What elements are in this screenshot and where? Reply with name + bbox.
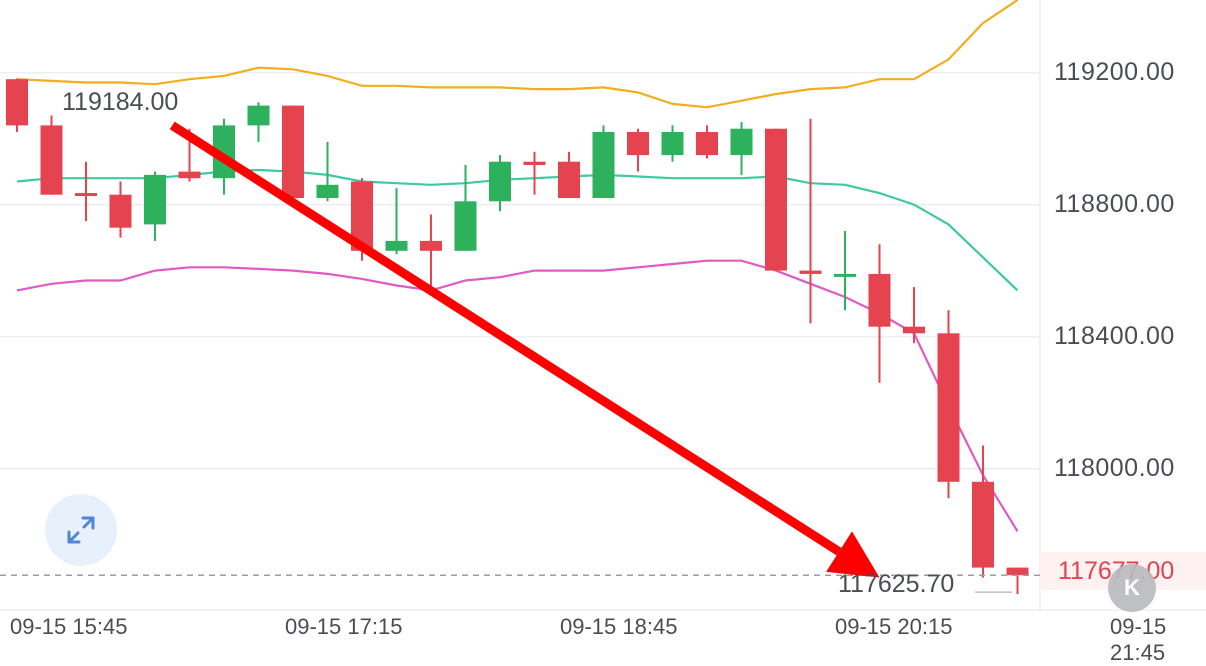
y-tick-label: 119200.00 <box>1054 57 1175 86</box>
candle-body <box>834 273 856 277</box>
candle-body <box>627 132 649 156</box>
expand-button[interactable] <box>45 494 117 566</box>
candle-body <box>489 161 511 202</box>
candle-up <box>730 122 753 175</box>
candle-down <box>40 115 63 195</box>
candle-body <box>1006 567 1029 576</box>
y-tick-label: 118800.00 <box>1054 189 1175 218</box>
candle-up <box>316 141 339 202</box>
lower-band-line <box>16 259 1019 532</box>
candle-down <box>109 181 132 238</box>
candle-up <box>247 102 270 142</box>
candle-body <box>40 125 63 195</box>
candle-down <box>765 128 787 271</box>
candle-body <box>661 132 684 156</box>
x-tick-label: 09-15 21:45 <box>1110 614 1167 665</box>
upper-band-line <box>16 0 1019 109</box>
candle-down <box>558 151 580 198</box>
candle-body <box>523 161 546 165</box>
candle-body <box>351 181 373 251</box>
candle-down <box>972 445 994 578</box>
candle-body <box>765 128 787 271</box>
trend-arrow <box>169 121 880 578</box>
candle-up <box>454 165 477 251</box>
candle-body <box>558 161 580 198</box>
candle-up <box>834 231 856 311</box>
candle-body <box>282 105 304 198</box>
candle-body <box>937 333 960 482</box>
grid-lines <box>0 71 1040 470</box>
candle-body <box>592 132 615 198</box>
candle-down <box>799 118 822 324</box>
candle-down <box>937 310 960 499</box>
candle-down <box>282 105 304 198</box>
x-tick-label: 09-15 20:15 <box>835 614 953 639</box>
candle-down <box>75 161 97 222</box>
candle-body <box>75 193 97 197</box>
candle-body <box>144 174 166 225</box>
candle-down <box>6 78 28 132</box>
candle-body <box>247 105 270 126</box>
candle-up <box>385 188 408 255</box>
candle-up <box>144 171 166 241</box>
y-tick-label: 118000.00 <box>1054 453 1175 482</box>
candle-down <box>523 151 546 195</box>
candle-body <box>903 326 925 334</box>
x-tick-label: 09-15 18:45 <box>560 614 678 639</box>
candle-body <box>109 194 132 228</box>
candle-body <box>420 240 442 251</box>
y-tick-label: 118400.00 <box>1054 321 1175 350</box>
candle-up <box>489 155 511 212</box>
candle-body <box>696 132 718 156</box>
candle-body <box>868 273 891 327</box>
candle-down <box>903 287 925 344</box>
x-tick-label: 09-15 15:45 <box>10 614 128 639</box>
bollinger-bands <box>16 0 1019 532</box>
candle-down <box>627 128 649 172</box>
arrow-shaft <box>169 121 842 556</box>
candle-body <box>799 270 822 274</box>
candle-body <box>178 171 201 179</box>
candle-up <box>661 125 684 162</box>
candle-body <box>972 481 994 568</box>
candle-down <box>1006 567 1029 594</box>
candlestick-chart <box>0 0 1206 611</box>
x-tick-label: 09-15 17:15 <box>285 614 403 639</box>
candle-body <box>316 184 339 198</box>
arrow-head <box>826 531 880 578</box>
expand-arrows-icon <box>67 516 95 544</box>
high-price-label: 119184.00 <box>62 88 179 116</box>
candle-down <box>696 125 718 159</box>
candle-body <box>6 79 28 126</box>
candle-down <box>420 214 442 288</box>
candle-up <box>592 125 615 198</box>
low-price-label: 117625.70 <box>838 570 955 598</box>
candle-body <box>730 128 753 156</box>
k-line-button[interactable]: K <box>1108 564 1156 612</box>
middle-band-line <box>16 168 1019 292</box>
candle-down <box>868 244 891 383</box>
candle-body <box>454 201 477 251</box>
candle-body <box>385 240 408 251</box>
